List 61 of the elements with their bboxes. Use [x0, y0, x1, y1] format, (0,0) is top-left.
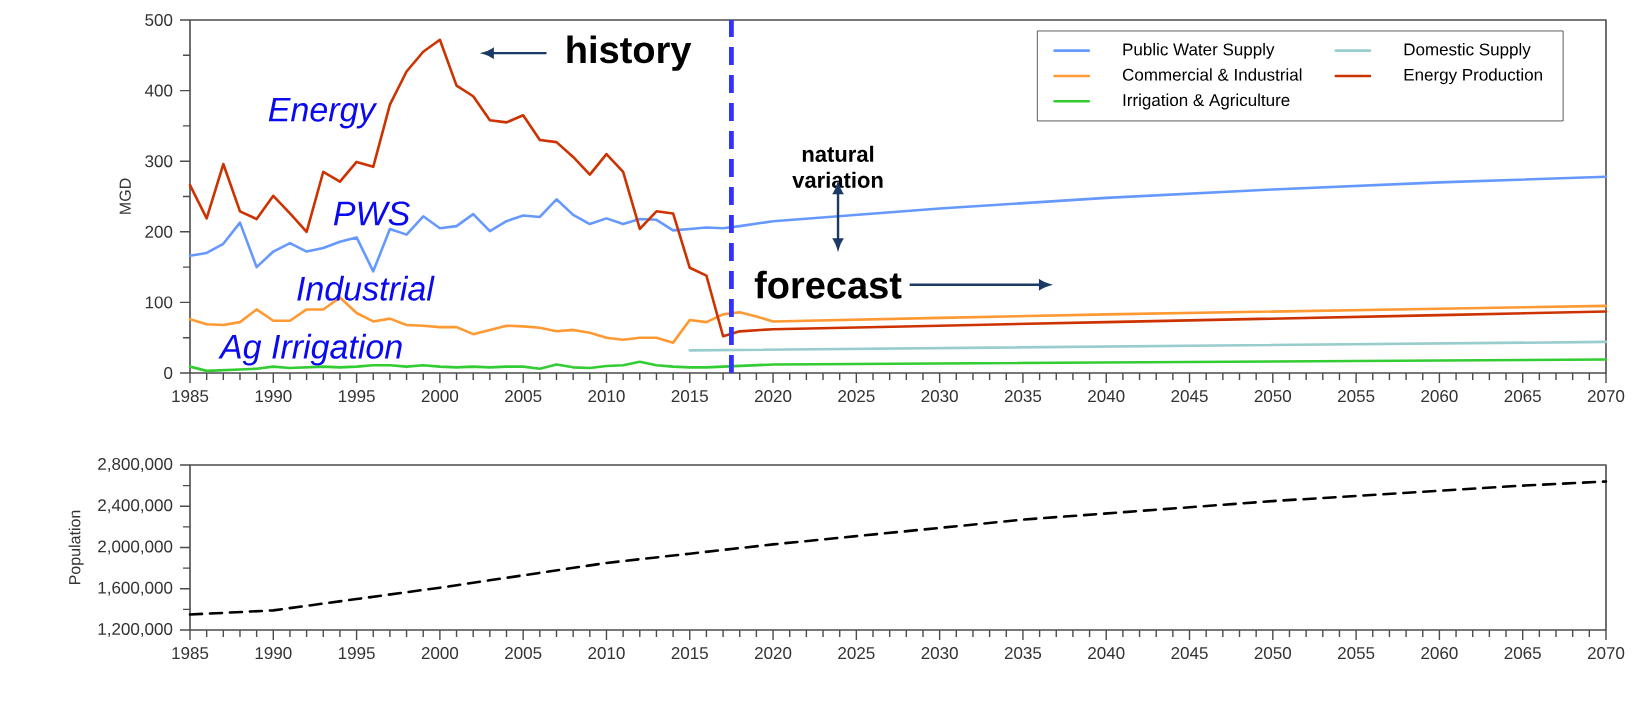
- x-tick-label: 1985: [172, 647, 209, 660]
- legend-label: Irrigation & Agriculture: [1123, 93, 1290, 110]
- y-tick-label: 400: [144, 84, 173, 97]
- x-tick-label: 2035: [1004, 390, 1042, 403]
- x-tick-label: 2060: [1421, 647, 1458, 660]
- y-axis-title: MGD: [119, 178, 131, 214]
- x-tick-label: 2000: [421, 647, 459, 660]
- x-tick-label: 2005: [505, 647, 542, 660]
- y-tick-label: 300: [145, 155, 173, 168]
- annotation: Energy: [268, 97, 378, 129]
- x-tick-label: 2045: [1171, 647, 1208, 660]
- y-tick-label: 200: [145, 225, 173, 238]
- y-tick-label: 500: [145, 13, 173, 26]
- x-tick-label: 1990: [255, 647, 292, 660]
- x-tick-label: 2005: [505, 390, 542, 403]
- x-tick-label: 2070: [1587, 390, 1625, 403]
- x-tick-label: 1995: [338, 390, 375, 403]
- x-tick-label: 2045: [1171, 390, 1208, 403]
- y-tick-label: 2,400,000: [98, 499, 173, 514]
- x-tick-label: 2065: [1504, 390, 1541, 403]
- x-tick-label: 1990: [255, 390, 292, 403]
- x-tick-label: 2055: [1338, 647, 1375, 660]
- legend-label: Domestic Supply: [1404, 42, 1531, 59]
- x-tick-label: 2025: [838, 390, 875, 403]
- annotation: history: [567, 35, 692, 71]
- x-tick-label: 2020: [755, 647, 792, 660]
- y-tick-label: 1,600,000: [98, 581, 173, 596]
- annotation: Industrial: [297, 275, 435, 301]
- y-tick-label: 2,800,000: [98, 457, 173, 472]
- x-tick-label: 2065: [1504, 647, 1541, 660]
- y-tick-label: 1,200,000: [98, 622, 173, 637]
- y-axis-title: Population: [68, 510, 84, 584]
- y-tick-label: 2,000,000: [98, 540, 173, 555]
- x-tick-label: 2020: [755, 390, 792, 403]
- y-tick-label: 0: [164, 366, 173, 379]
- x-tick-label: 2030: [921, 390, 958, 403]
- x-tick-label: 2015: [671, 647, 708, 660]
- x-tick-label: 2040: [1088, 647, 1125, 660]
- x-tick-label: 2050: [1254, 390, 1292, 403]
- annotation: PWS: [333, 201, 410, 226]
- x-tick-label: 2000: [421, 390, 459, 403]
- x-tick-label: 1985: [172, 390, 209, 403]
- legend-label: Public Water Supply: [1123, 42, 1275, 59]
- x-tick-label: 2050: [1254, 647, 1292, 660]
- x-tick-label: 2010: [588, 390, 625, 403]
- y-tick-label: 100: [145, 296, 173, 309]
- x-tick-label: 2025: [838, 647, 875, 660]
- x-tick-label: 2055: [1338, 390, 1375, 403]
- x-tick-label: 2015: [671, 390, 708, 403]
- x-tick-label: 2060: [1421, 390, 1458, 403]
- x-tick-label: 2040: [1088, 390, 1125, 403]
- annotation: forecast: [754, 270, 902, 299]
- x-tick-label: 2030: [921, 647, 958, 660]
- x-tick-label: 2070: [1587, 647, 1625, 660]
- x-tick-label: 1995: [338, 647, 375, 660]
- annotation: natural variation: [792, 145, 883, 188]
- legend-label: Energy Production: [1404, 68, 1542, 85]
- x-tick-label: 2010: [588, 647, 625, 660]
- legend-label: Commercial & Industrial: [1122, 68, 1302, 81]
- annotation: Ag Irrigation: [218, 333, 402, 366]
- x-tick-label: 2035: [1004, 647, 1042, 660]
